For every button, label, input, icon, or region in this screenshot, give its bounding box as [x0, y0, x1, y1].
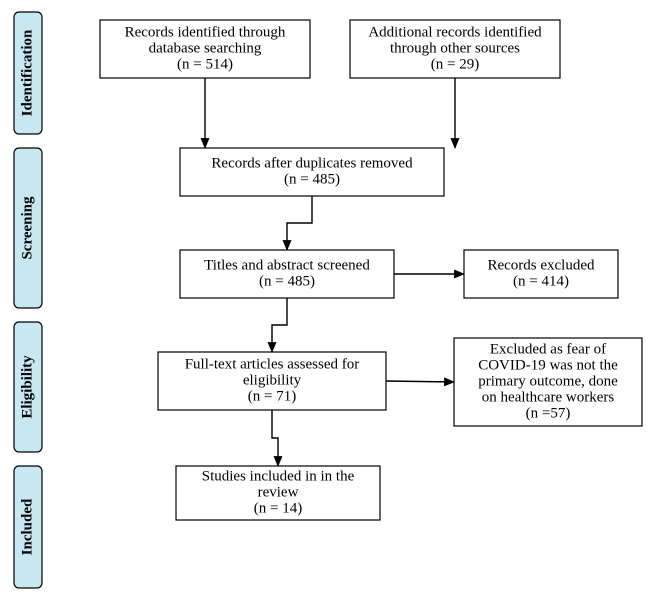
prisma-flowchart: Identification Screening Eligibility Includ… — [0, 0, 656, 600]
node-text: (n = 414) — [513, 273, 569, 289]
node-text: (n = 485) — [284, 171, 340, 187]
node-text: (n = 514) — [177, 56, 233, 72]
node-text: Excluded as fear of — [490, 341, 606, 357]
stage-included: Included — [14, 466, 42, 588]
node-text: Records excluded — [487, 257, 595, 273]
stage-label: Screening — [19, 196, 35, 260]
node-text: Additional records identified — [368, 24, 542, 40]
stage-label: Eligibility — [19, 355, 35, 419]
node-text: (n = 485) — [259, 273, 315, 289]
node-text: review — [258, 484, 299, 500]
node-text: Records after duplicates removed — [211, 155, 413, 171]
node-excluded2: Excluded as fear ofCOVID-19 was not thep… — [454, 338, 642, 426]
node-text: (n = 14) — [254, 500, 302, 516]
node-text: primary outcome, done — [478, 373, 618, 389]
stage-label: Included — [19, 498, 35, 555]
node-text: COVID-19 was not the — [478, 357, 618, 373]
node-text: on healthcare workers — [482, 389, 615, 405]
node-fulltext: Full-text articles assessed foreligibili… — [158, 352, 386, 410]
stage-screening: Screening — [14, 148, 42, 308]
node-excluded1: Records excluded(n = 414) — [464, 250, 618, 298]
node-text: database searching — [149, 40, 262, 56]
node-db: Records identified throughdatabase searc… — [100, 20, 310, 78]
stage-label: Identification — [19, 29, 35, 116]
node-text: through other sources — [390, 40, 520, 56]
node-text: (n = 29) — [431, 56, 479, 72]
node-dedup: Records after duplicates removed(n = 485… — [180, 148, 444, 196]
edge-dedup-screened — [287, 196, 312, 250]
node-text: Studies included in in the — [202, 468, 355, 484]
edge-fulltext-excluded2 — [386, 381, 454, 382]
node-other: Additional records identifiedthrough oth… — [350, 20, 560, 78]
node-text: eligibility — [243, 372, 302, 388]
node-text: Records identified through — [125, 24, 286, 40]
node-screened: Titles and abstract screened(n = 485) — [180, 250, 394, 298]
node-included: Studies included in in thereview(n = 14) — [176, 466, 380, 520]
node-text: (n =57) — [526, 405, 571, 421]
node-text: (n = 71) — [248, 388, 296, 404]
edge-screened-fulltext — [272, 298, 287, 352]
edge-fulltext-included — [272, 410, 278, 466]
stage-eligibility: Eligibility — [14, 322, 42, 452]
node-text: Full-text articles assessed for — [185, 356, 360, 372]
node-text: Titles and abstract screened — [204, 257, 370, 273]
stage-identification: Identification — [14, 12, 42, 134]
